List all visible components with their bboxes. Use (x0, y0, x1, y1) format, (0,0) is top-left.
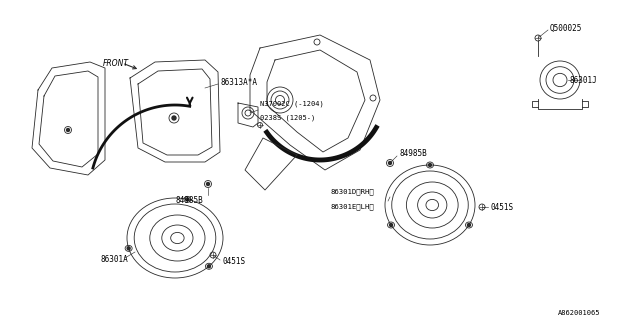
Text: 84985B: 84985B (175, 196, 203, 204)
Text: 86301J: 86301J (570, 76, 598, 84)
Text: 0451S: 0451S (222, 257, 245, 266)
Text: 0238S (1205-): 0238S (1205-) (260, 114, 316, 121)
Text: 0451S: 0451S (490, 203, 513, 212)
Circle shape (207, 265, 211, 268)
Text: 84985B: 84985B (399, 148, 427, 157)
Text: 86313A*A: 86313A*A (220, 77, 257, 86)
Text: N37002C (-1204): N37002C (-1204) (260, 100, 324, 107)
Circle shape (207, 182, 209, 186)
Text: FRONT: FRONT (103, 59, 129, 68)
Text: 86301A: 86301A (100, 255, 128, 265)
Text: A862001065: A862001065 (558, 310, 600, 316)
Circle shape (388, 162, 392, 164)
Circle shape (390, 223, 392, 227)
Circle shape (186, 198, 189, 201)
Circle shape (429, 164, 431, 166)
Circle shape (467, 223, 470, 227)
Circle shape (172, 116, 176, 120)
Circle shape (127, 247, 130, 250)
Text: Q500025: Q500025 (550, 23, 582, 33)
Text: 86301E〈LH〉: 86301E〈LH〉 (330, 203, 374, 210)
Text: 86301D〈RH〉: 86301D〈RH〉 (330, 188, 374, 195)
Circle shape (67, 129, 70, 132)
